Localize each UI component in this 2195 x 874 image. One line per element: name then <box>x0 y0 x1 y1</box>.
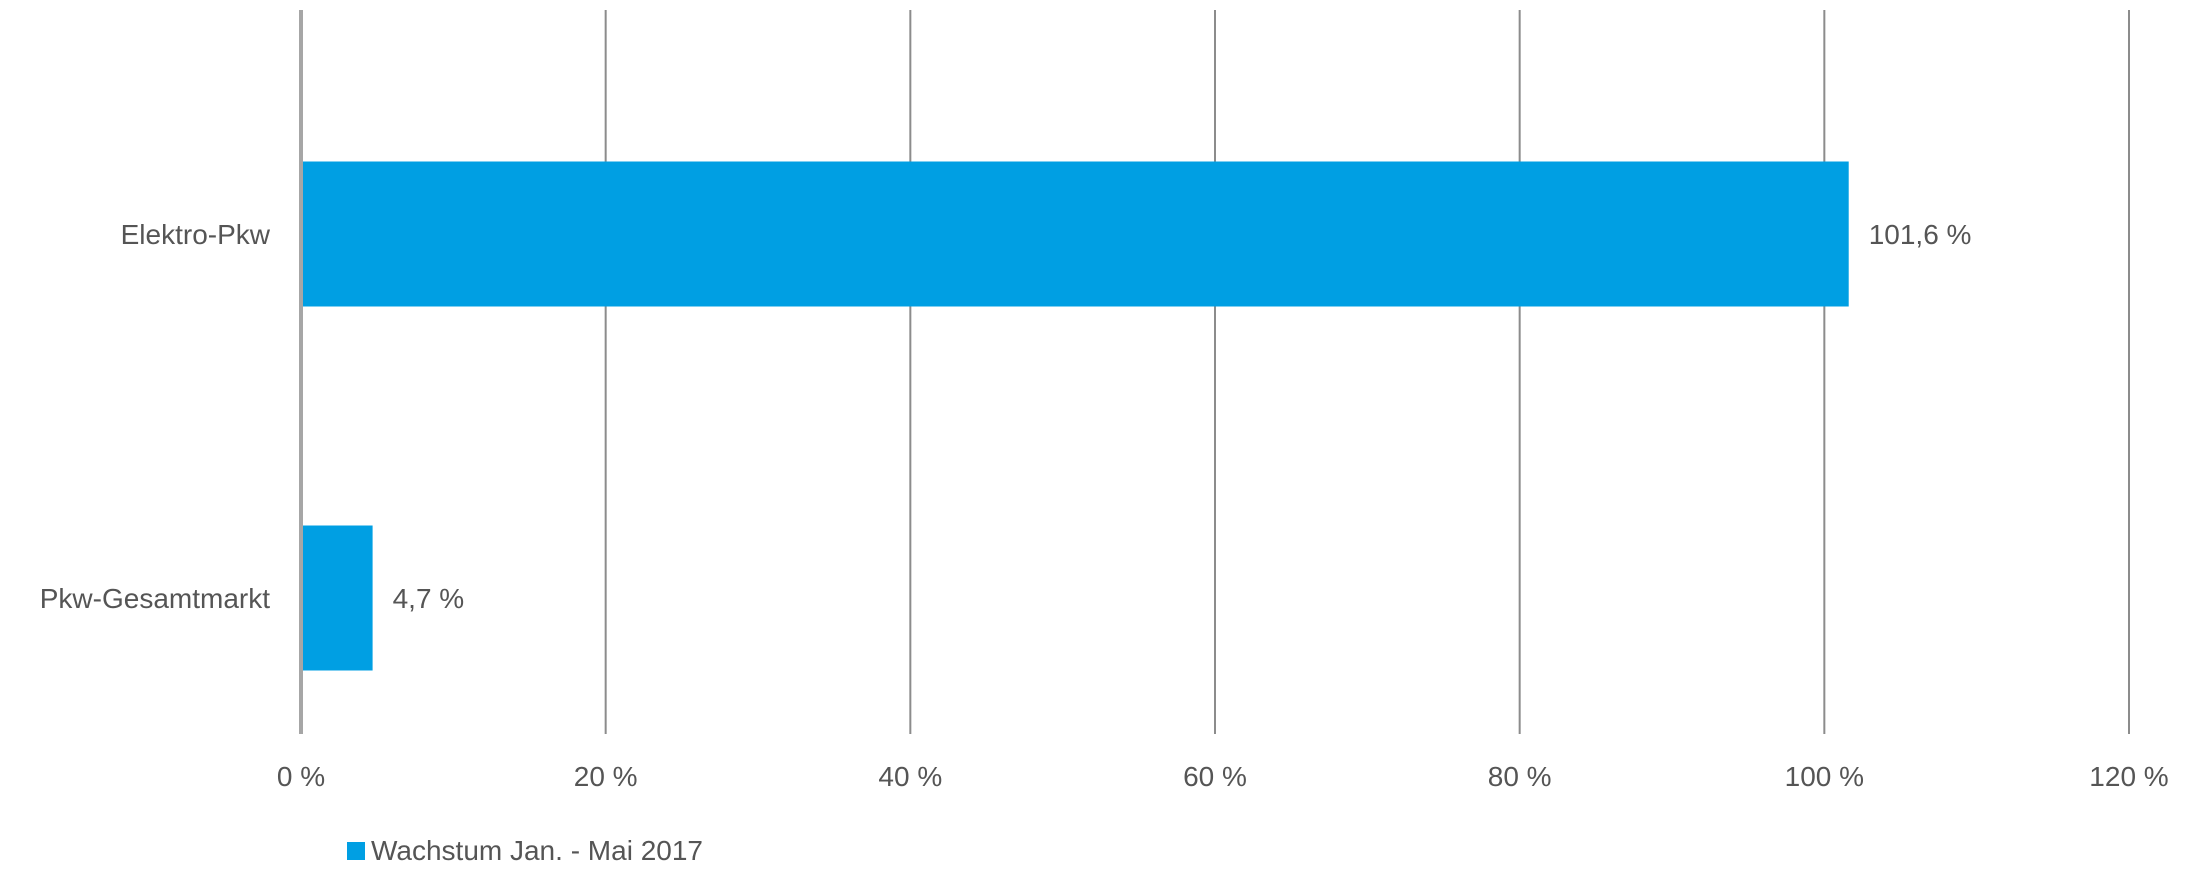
category-label: Elektro-Pkw <box>121 219 271 250</box>
data-label: 4,7 % <box>393 583 465 614</box>
x-tick-label: 60 % <box>1183 761 1247 792</box>
bar-pkw-gesamtmarkt <box>303 525 373 671</box>
x-tick-label: 100 % <box>1785 761 1864 792</box>
legend-label: Wachstum Jan. - Mai 2017 <box>371 835 703 866</box>
bars <box>303 161 1849 671</box>
bar-elektro-pkw <box>303 161 1849 307</box>
data-label: 101,6 % <box>1869 219 1972 250</box>
x-tick-label: 120 % <box>2089 761 2168 792</box>
gridlines <box>604 10 2130 734</box>
x-tick-label: 40 % <box>878 761 942 792</box>
x-tick-label: 20 % <box>574 761 638 792</box>
legend-swatch <box>347 842 365 860</box>
legend: Wachstum Jan. - Mai 2017 <box>347 835 703 866</box>
category-label: Pkw-Gesamtmarkt <box>40 583 270 614</box>
labels: 0 % 20 % 40 % 60 % 80 % 100 % 120 % Elektro-Pkw… <box>40 219 2169 792</box>
x-tick-label: 80 % <box>1488 761 1552 792</box>
x-tick-label: 0 % <box>277 761 325 792</box>
